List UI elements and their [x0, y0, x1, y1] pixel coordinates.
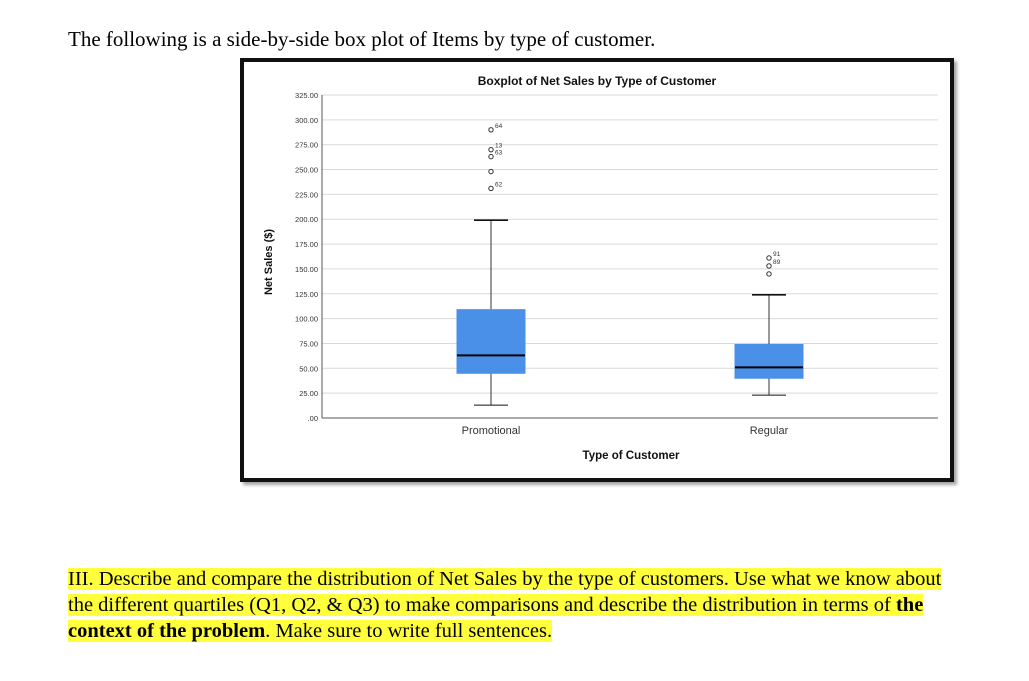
y-tick-label: 75.00	[299, 339, 318, 348]
y-tick-label: 100.00	[295, 315, 318, 324]
boxplot-figure: Boxplot of Net Sales by Type of Customer…	[240, 58, 954, 482]
outlier-point	[766, 255, 772, 261]
y-tick-label: 225.00	[295, 190, 318, 199]
outlier-label: 89	[773, 259, 781, 266]
y-tick-label: 25.00	[299, 389, 318, 398]
y-axis-title: Net Sales ($)	[263, 229, 275, 295]
y-tick-label: 125.00	[295, 290, 318, 299]
y-tick-label: 250.00	[295, 166, 318, 175]
outlier-point	[488, 168, 494, 175]
y-tick-label: 200.00	[295, 215, 318, 224]
outlier-label: 62	[495, 181, 503, 188]
box	[734, 343, 804, 379]
x-axis-title: Type of Customer	[583, 450, 680, 462]
plot-area: .00 25.00 50.00 75.00 100.00 125.00 150.00 175.…	[295, 91, 938, 437]
x-category-label: Promotional	[462, 425, 521, 437]
x-category-label: Regular	[750, 425, 789, 437]
outlier-label: 63	[495, 150, 503, 157]
chart-title: Boxplot of Net Sales by Type of Customer	[478, 74, 717, 88]
box	[456, 309, 526, 374]
question-text: III. Describe and compare the distributi…	[68, 566, 948, 644]
outlier-point	[488, 146, 494, 153]
y-tick-label: 325.00	[295, 91, 318, 100]
y-tick-label: 275.00	[295, 141, 318, 150]
y-tick-label: 150.00	[295, 265, 318, 274]
y-tick-label: 175.00	[295, 240, 318, 249]
y-tick-label: 50.00	[299, 364, 318, 373]
outlier-point	[766, 263, 772, 269]
outlier-label: 64	[495, 123, 503, 130]
outlier-label: 91	[773, 251, 781, 258]
y-tick-label: 300.00	[295, 116, 318, 125]
y-tick-label: .00	[308, 414, 318, 423]
outlier-point	[488, 127, 494, 133]
outlier-label: 13	[495, 143, 503, 150]
question-part-1: III. Describe and compare the distributi…	[68, 568, 942, 616]
intro-text: The following is a side-by-side box plot…	[68, 27, 656, 51]
outlier-point	[766, 271, 772, 277]
boxplot-chart: Boxplot of Net Sales by Type of Customer…	[263, 74, 938, 462]
question-part-2: . Make sure to write full sentences.	[265, 620, 553, 642]
outlier-point	[488, 153, 494, 160]
outlier-point	[488, 185, 494, 192]
